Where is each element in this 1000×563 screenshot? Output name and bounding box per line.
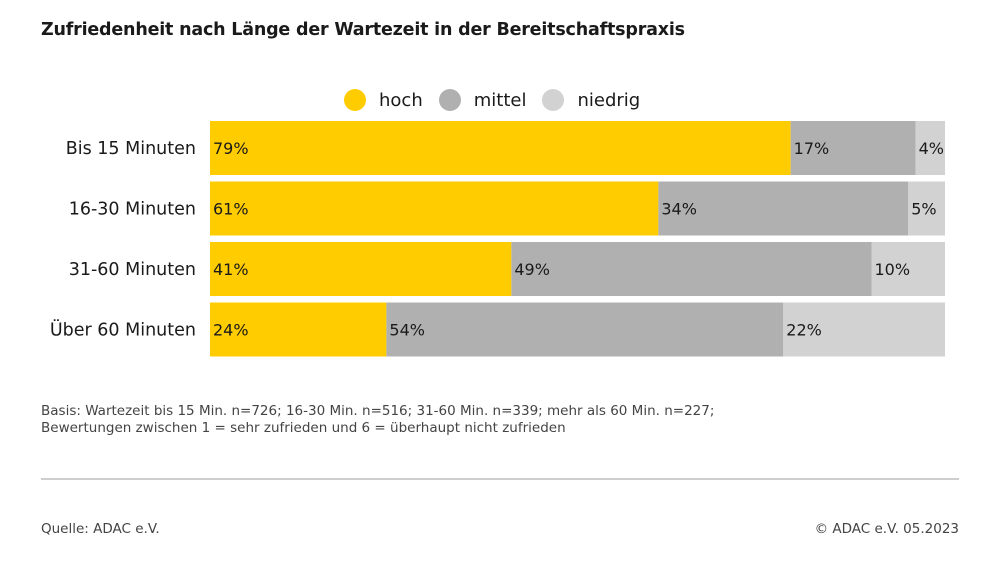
footer-divider [41,478,959,480]
basis-line-1: Basis: Wartezeit bis 15 Min. n=726; 16-3… [41,403,715,419]
bar-mittel-31-60-minuten [511,242,872,296]
bar-hoch-über-60-minuten [210,302,387,357]
data-label-hoch-16-30-minuten: 61% [213,200,249,219]
legend-swatch-hoch [344,89,366,111]
basis-line-2: Bewertungen zwischen 1 = sehr zufrieden … [41,420,566,436]
data-label-niedrig-über-60-minuten: 22% [786,321,822,340]
stacked-bar-chart: Bis 15 Minuten 79% 17% 4% 16-30 Minuten 61% 34… [50,121,945,357]
data-label-niedrig-31-60-minuten: 10% [875,260,911,279]
bar-hoch-16-30-minuten [210,181,659,236]
data-label-mittel-über-60-minuten: 54% [389,321,425,340]
bar-mittel-16-30-minuten [658,181,909,236]
bar-niedrig-bis-15-minuten [915,121,945,175]
basis-note: Basis: Wartezeit bis 15 Min. n=726; 16-3… [41,403,714,437]
data-label-mittel-31-60-minuten: 49% [514,260,550,279]
data-label-hoch-über-60-minuten: 24% [213,321,249,340]
source-note: Quelle: ADAC e.V. [41,521,160,537]
copyright-note: © ADAC e.V. 05.2023 [814,521,959,537]
bar-hoch-bis-15-minuten [210,121,791,175]
data-label-niedrig-16-30-minuten: 5% [911,200,936,219]
category-label-16-30-minuten: 16-30 Minuten [69,200,196,220]
bar-niedrig-16-30-minuten [908,181,945,236]
chart-title: Zufriedenheit nach Länge der Wartezeit i… [41,20,685,40]
bar-hoch-31-60-minuten [210,242,512,296]
data-label-mittel-16-30-minuten: 34% [661,200,697,219]
legend-label-niedrig: niedrig [577,89,641,111]
legend-label-mittel: mittel [473,89,527,111]
bar-mittel-über-60-minuten [386,302,784,357]
data-label-mittel-bis-15-minuten: 17% [794,139,830,158]
data-label-niedrig-bis-15-minuten: 4% [919,139,944,158]
category-label-bis-15-minuten: Bis 15 Minuten [66,139,196,159]
data-label-hoch-bis-15-minuten: 79% [213,139,249,158]
bar-niedrig-über-60-minuten [783,302,945,357]
legend-swatch-niedrig [542,89,565,111]
legend-item-niedrig: niedrig [542,89,640,111]
legend-swatch-mittel [438,89,461,111]
legend-item-hoch: hoch [344,89,423,111]
chart-legend: hoch mittel niedrig [344,88,656,112]
category-label-über-60-minuten: Über 60 Minuten [50,319,196,341]
category-label-31-60-minuten: 31-60 Minuten [69,260,196,280]
bar-mittel-bis-15-minuten [790,121,916,175]
bar-niedrig-31-60-minuten [871,242,945,296]
legend-item-mittel: mittel [438,89,527,111]
data-label-hoch-31-60-minuten: 41% [213,260,249,279]
legend-label-hoch: hoch [379,89,423,111]
